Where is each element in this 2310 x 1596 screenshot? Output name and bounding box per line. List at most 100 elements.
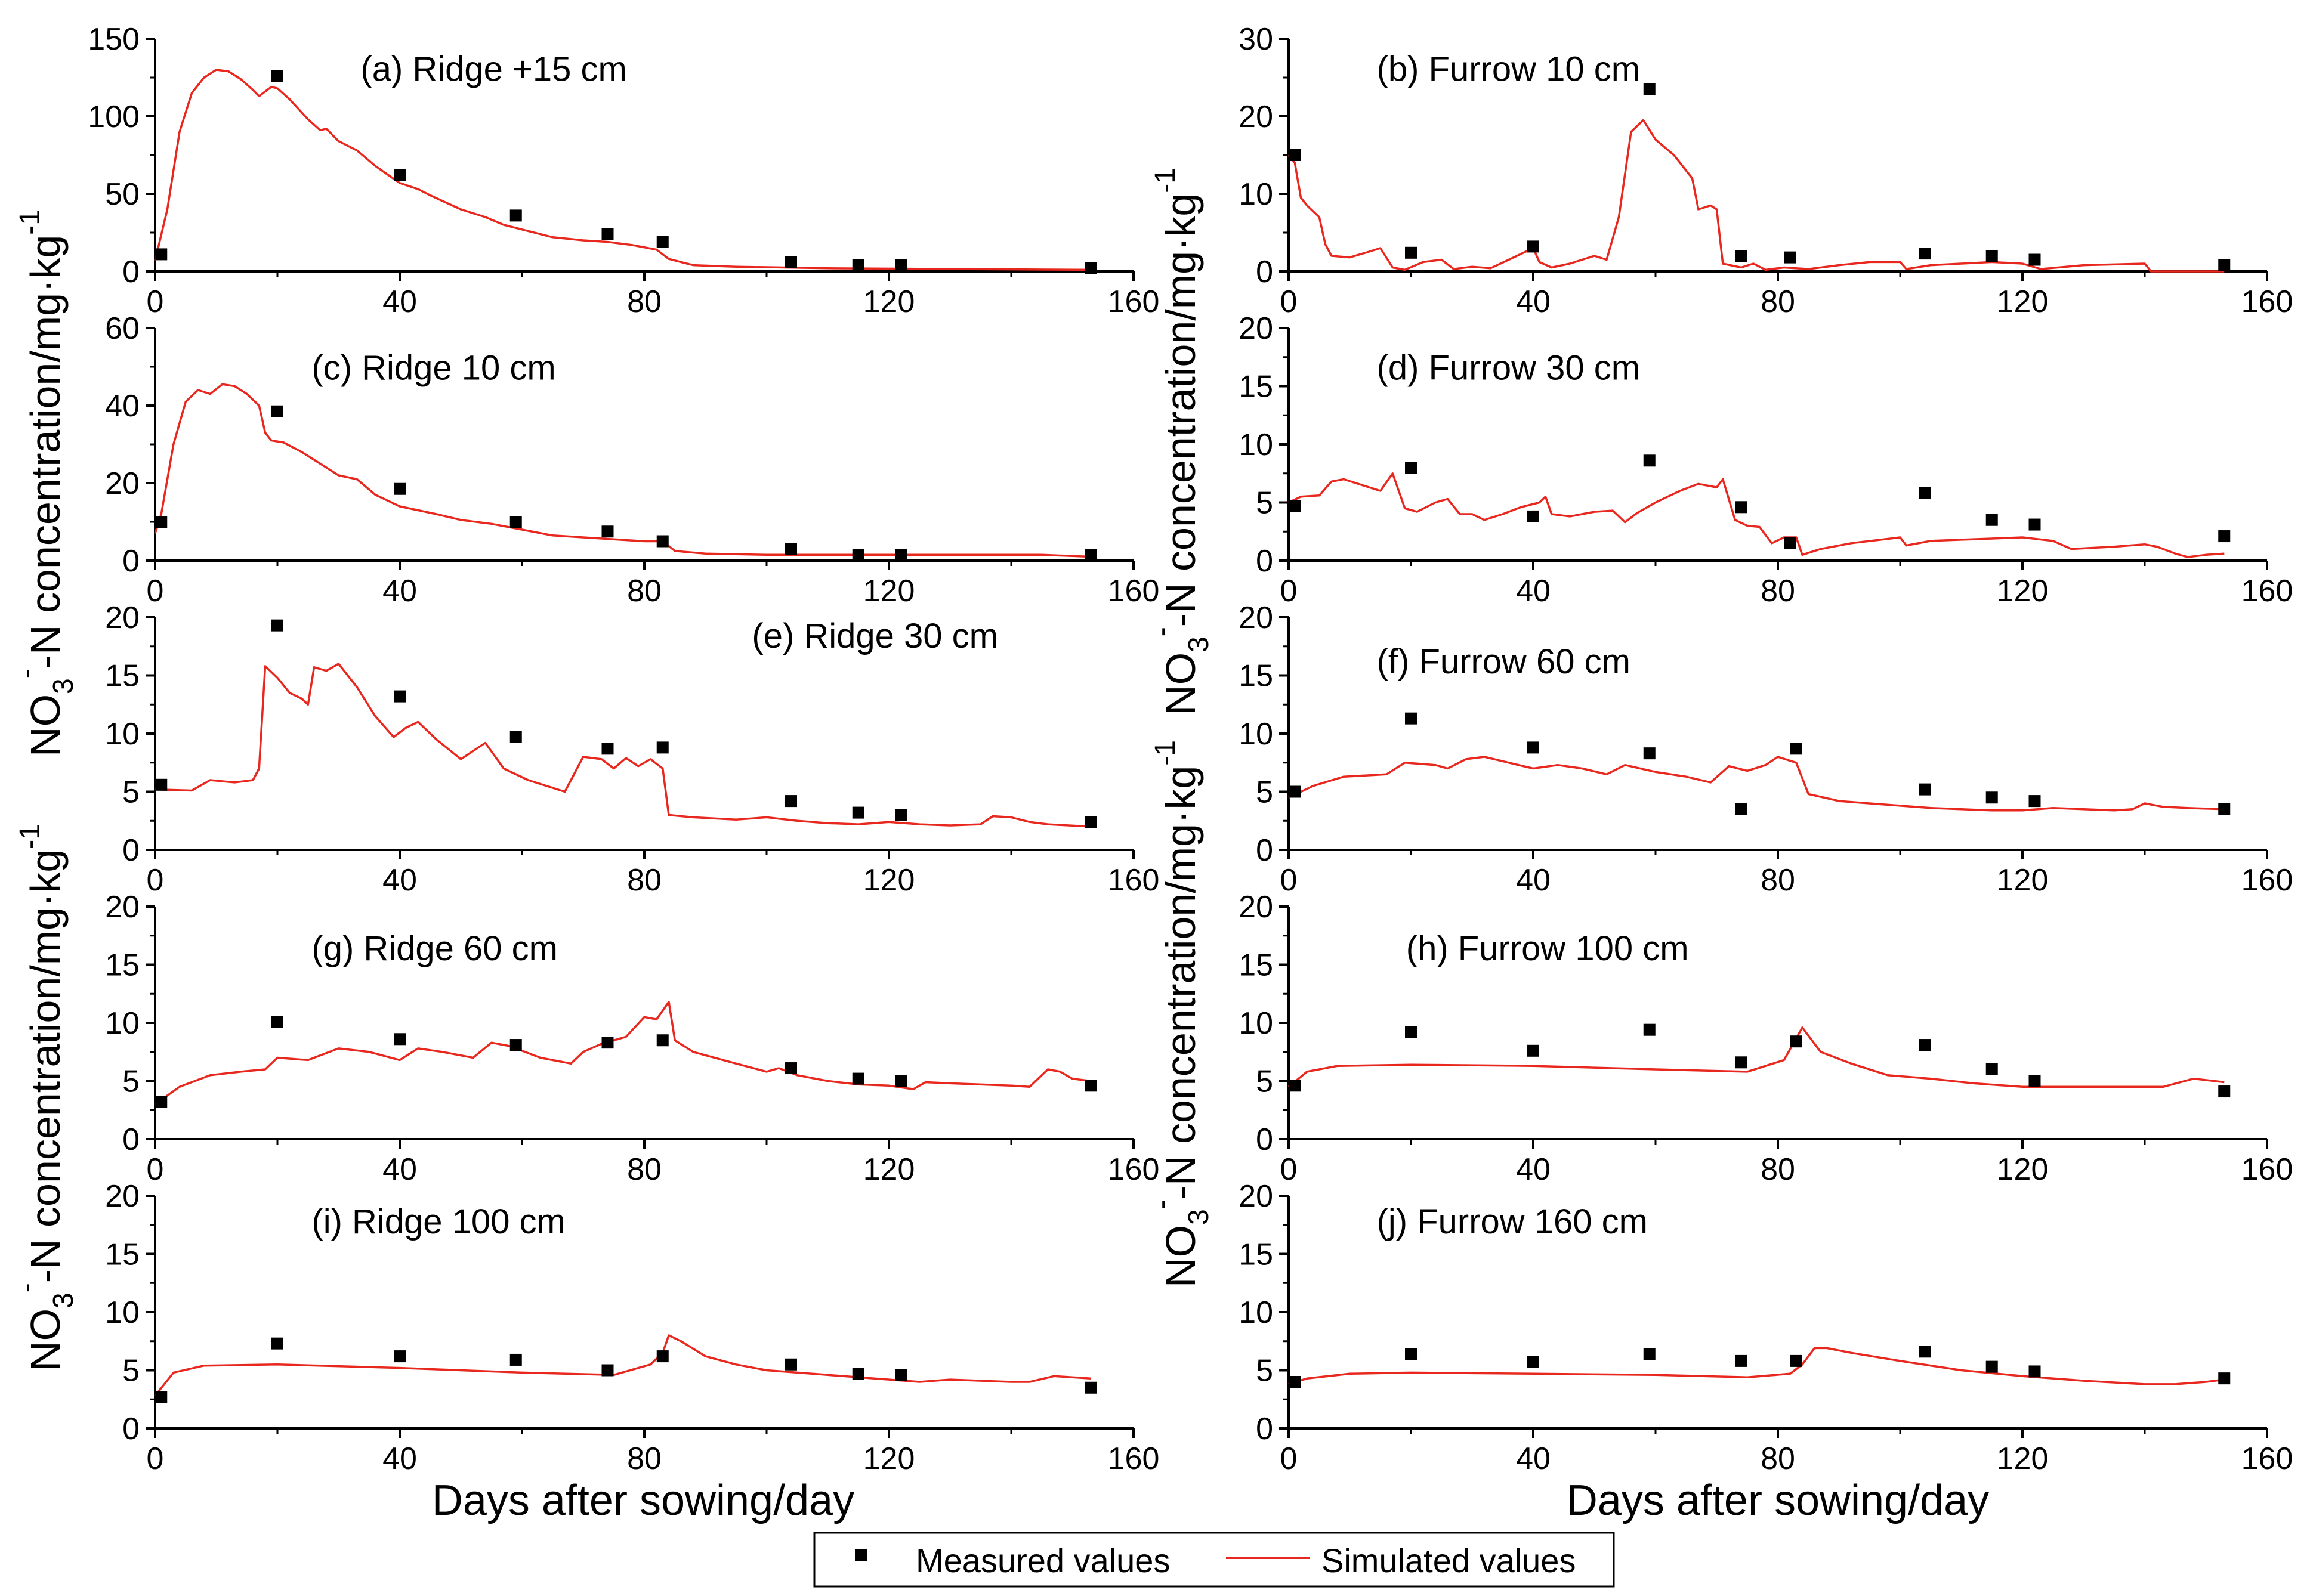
measured-point [1405, 1026, 1417, 1038]
y-tick-label: 15 [1239, 370, 1273, 404]
panel-a: 0 50 100 150 0 40 80 120 160 (a) Ridge +15 cm [88, 22, 1159, 319]
panel-d: 0 5 10 15 20 0 40 80 120 160 (d) Furrow 30 cm [1239, 311, 2293, 608]
y-tick-label: 15 [1239, 659, 1273, 694]
x-tick-label: 120 [863, 1442, 915, 1476]
y-tick-label: 15 [1239, 1238, 1273, 1272]
panel-title: (a) Ridge +15 cm [360, 50, 626, 89]
simulated-series-line [1288, 472, 2225, 558]
measured-point [601, 1037, 614, 1049]
measured-point [1085, 262, 1097, 274]
y-tick-label: 0 [1256, 1122, 1273, 1157]
measured-point [1289, 785, 1301, 798]
simulated-series-line [1287, 119, 2225, 273]
simulated-series-line [1288, 756, 2225, 812]
panel-title: (e) Ridge 30 cm [752, 617, 998, 655]
y-tick-label: 20 [105, 601, 140, 635]
x-axis-label-left: Days after sowing/day [432, 1477, 854, 1524]
y-tick-label: 20 [105, 890, 140, 924]
y-tick-label: 10 [105, 1295, 140, 1330]
measured-point [1289, 149, 1301, 161]
y-axis-label-right-lower: NO3--N concentration/mg·kg-1 [1146, 740, 1215, 1288]
measured-point [1985, 250, 1998, 262]
measured-point [509, 209, 522, 222]
measured-point [1643, 747, 1656, 760]
measured-point [2028, 1365, 2041, 1378]
y-tick-label: 15 [105, 1238, 140, 1272]
x-tick-label: 0 [147, 1442, 164, 1476]
measured-point [1735, 1354, 1747, 1367]
y-tick-label: 30 [1239, 22, 1273, 57]
simulated-series-line [154, 383, 1091, 558]
x-tick-label: 160 [1108, 574, 1160, 608]
x-tick-label: 40 [1516, 1442, 1551, 1476]
panel-title: (c) Ridge 10 cm [311, 348, 555, 387]
y-tick-label: 0 [1256, 544, 1273, 579]
measured-point [394, 1033, 406, 1046]
x-tick-label: 40 [1516, 1152, 1551, 1187]
x-tick-label: 40 [382, 863, 417, 898]
y-tick-label: 20 [1239, 601, 1273, 635]
measured-point [1985, 1360, 1998, 1373]
simulated-series-line [1288, 1347, 2225, 1385]
y-tick-label: 20 [105, 466, 140, 501]
y-tick-label: 15 [105, 948, 140, 983]
y-tick-label: 100 [88, 100, 140, 134]
legend-measured-marker [855, 1549, 867, 1561]
measured-point [394, 482, 406, 495]
y-tick-label: 0 [122, 544, 140, 579]
x-tick-label: 120 [863, 863, 915, 898]
y-tick-label: 0 [1256, 1412, 1273, 1446]
measured-point [1643, 1348, 1656, 1360]
measured-point [155, 516, 168, 528]
measured-point [1784, 251, 1796, 264]
measured-point [271, 1016, 283, 1028]
measured-point [1985, 791, 1998, 804]
measured-point [155, 248, 168, 261]
y-tick-label: 5 [1256, 1065, 1273, 1099]
x-tick-label: 80 [1761, 574, 1795, 608]
measured-point [2028, 1075, 2041, 1087]
measured-point [1790, 743, 1802, 755]
y-axis-label-right: NO3--N concentration/mg·kg-1 [1146, 168, 1215, 715]
measured-point [785, 1062, 797, 1075]
panel-title: (i) Ridge 100 cm [311, 1202, 565, 1241]
x-tick-label: 120 [863, 1152, 915, 1187]
panel-j: 0 5 10 15 20 0 40 80 120 160 (j) Furrow 160 cm [1239, 1179, 2293, 1476]
x-tick-label: 160 [2241, 863, 2293, 898]
measured-point [1790, 1354, 1802, 1367]
y-tick-label: 0 [1256, 833, 1273, 868]
panel-title: (g) Ridge 60 cm [311, 929, 558, 968]
panel-title: (b) Furrow 10 cm [1377, 50, 1641, 89]
x-tick-label: 80 [1761, 1442, 1795, 1476]
panel-title: (f) Furrow 60 cm [1377, 642, 1630, 681]
panel-title: (h) Furrow 100 cm [1406, 929, 1689, 968]
measured-point [785, 1358, 797, 1371]
panel-e: 0 5 10 15 20 0 40 80 120 160 (e) Ridge 30 cm [105, 601, 1159, 898]
measured-point [155, 1391, 168, 1403]
y-tick-label: 10 [1239, 1295, 1273, 1330]
measured-point [155, 778, 168, 791]
legend-simulated-label: Simulated values [1321, 1542, 1576, 1579]
y-tick-label: 5 [1256, 486, 1273, 521]
measured-point [852, 259, 864, 271]
y-tick-label: 10 [1239, 1006, 1273, 1041]
measured-point [656, 1350, 669, 1363]
simulated-series-line [154, 1334, 1091, 1397]
measured-point [852, 806, 864, 819]
x-tick-label: 40 [382, 574, 417, 608]
y-tick-label: 0 [122, 1412, 140, 1446]
panel-i: 0 5 10 15 20 0 40 80 120 160 (i) Ridge 100 cm [105, 1179, 1159, 1476]
panel-title: (d) Furrow 30 cm [1377, 348, 1641, 387]
y-tick-label: 150 [88, 22, 140, 57]
measured-point [1790, 1035, 1802, 1048]
x-tick-label: 40 [1516, 284, 1551, 319]
measured-point [509, 1353, 522, 1366]
panel-g: 0 5 10 15 20 0 40 80 120 160 (g) Ridge 60 cm [105, 890, 1159, 1187]
x-tick-label: 80 [627, 284, 662, 319]
y-axis-label-left-lower: NO3--N concentration/mg·kg-1 [11, 824, 79, 1371]
measured-point [1405, 712, 1417, 725]
measured-point [1919, 487, 1931, 499]
x-tick-label: 0 [1280, 284, 1298, 319]
y-tick-label: 10 [1239, 428, 1273, 462]
